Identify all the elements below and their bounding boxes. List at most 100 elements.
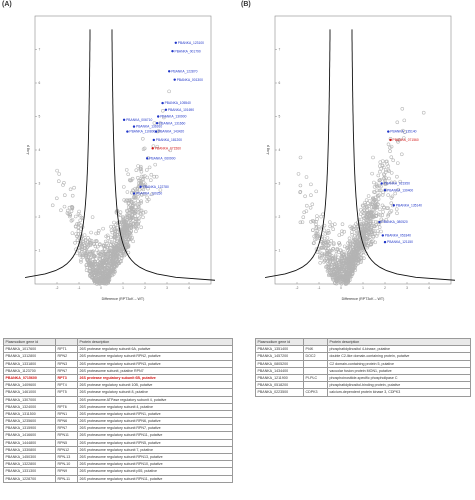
data-point	[331, 272, 335, 276]
table-row: PBANKA_1450300 RPN-13 26S proteasome regul…	[3, 452, 233, 462]
data-point	[372, 223, 376, 228]
data-point	[126, 201, 131, 206]
data-point	[367, 217, 372, 221]
data-point	[122, 221, 126, 225]
data-point	[133, 220, 137, 225]
gene-id-cell: PBANKA_0805200	[255, 359, 304, 368]
data-point	[354, 226, 359, 230]
description-cell: 26S proteasome regulatory subunit RPN5, …	[77, 438, 233, 447]
data-point	[353, 268, 358, 272]
gene-symbol-cell: RPT5	[55, 388, 78, 397]
x-tick-label: 3	[166, 286, 168, 290]
data-point	[379, 217, 384, 222]
data-point	[136, 195, 140, 199]
data-point	[355, 254, 360, 258]
data-point	[72, 185, 76, 190]
y-tick-label: 2	[279, 215, 281, 219]
data-point	[378, 207, 382, 212]
data-point	[371, 198, 376, 202]
phosphoinositide-table: Plasmodium gene id Protein description P…	[255, 337, 471, 397]
data-point	[131, 188, 135, 192]
gene-id-cell: PBANKA_1450300	[3, 452, 56, 462]
data-point	[114, 252, 119, 256]
data-point	[96, 231, 101, 235]
data-point	[350, 265, 354, 270]
data-point	[100, 266, 105, 270]
y-tick-label: 5	[279, 115, 281, 119]
data-point	[317, 225, 321, 229]
proteasome-table: Plasmodium gene id Protein description P…	[3, 337, 233, 483]
data-point	[91, 260, 96, 264]
gene-symbol-cell: RPT1	[55, 345, 78, 354]
data-point	[137, 187, 142, 192]
gene-symbol-cell: RPN5	[55, 438, 78, 447]
gene-id-cell: PBANKA_1351400	[255, 345, 304, 354]
data-point	[382, 206, 386, 210]
data-point	[98, 266, 102, 271]
data-point	[100, 280, 104, 284]
data-point	[87, 259, 92, 263]
description-cell: phosphatidylinositol 4-kinase, putative	[327, 345, 471, 354]
gene-id-cell: PBANKA_1123700	[3, 366, 56, 375]
data-point	[96, 270, 101, 275]
data-point	[403, 130, 407, 134]
data-point	[158, 188, 163, 192]
data-point	[379, 229, 383, 234]
data-point	[369, 207, 374, 212]
point-label: PBANKA_071560	[393, 138, 419, 142]
gene-id-cell: PBANKA_1211900	[255, 373, 304, 383]
data-point	[341, 277, 345, 281]
data-point	[98, 254, 102, 258]
data-point	[139, 199, 143, 203]
data-point	[310, 202, 315, 207]
data-point	[377, 225, 382, 229]
data-point	[139, 225, 143, 230]
data-point	[397, 138, 402, 142]
data-point	[325, 248, 330, 253]
data-point	[115, 221, 120, 225]
data-point	[337, 277, 341, 281]
data-point	[360, 251, 364, 255]
data-point	[380, 213, 385, 217]
table-row: PBANKA_1235600 RPN6 26S proteasome regulat…	[3, 417, 233, 426]
data-point	[346, 280, 350, 284]
gene-id-cell: PBANKA_0715600	[3, 373, 56, 383]
data-point	[125, 213, 130, 218]
data-point	[315, 233, 319, 237]
data-point	[378, 213, 382, 217]
data-point	[315, 217, 319, 221]
data-point	[62, 181, 66, 185]
data-point	[371, 239, 375, 244]
data-point	[88, 238, 92, 242]
gene-symbol-cell: RPT6	[55, 402, 78, 411]
data-point	[65, 211, 70, 215]
data-point	[100, 272, 105, 276]
data-point	[118, 213, 122, 217]
data-point	[374, 199, 379, 203]
data-point	[125, 226, 129, 230]
data-point	[158, 121, 163, 125]
description-cell: phosphoinositide-specific phospholipase …	[327, 373, 471, 383]
data-point	[356, 248, 360, 253]
highlight-point	[173, 78, 176, 81]
table-row: PBANKA_1457200 DOC2 double C2-like domain-…	[255, 352, 471, 361]
data-point	[114, 211, 119, 215]
gene-id-cell: PBANKA_1017600	[3, 345, 56, 354]
data-point	[402, 136, 406, 140]
data-point	[314, 189, 318, 194]
data-point	[368, 216, 372, 221]
data-point	[110, 249, 115, 253]
data-point	[326, 247, 330, 251]
data-point	[110, 266, 114, 270]
data-point	[110, 273, 114, 278]
data-point	[352, 240, 356, 244]
data-point	[372, 190, 376, 194]
y-tick-label: 2	[39, 215, 41, 219]
data-point	[81, 241, 85, 246]
highlight-point	[139, 185, 142, 189]
data-point	[327, 256, 331, 260]
data-point	[363, 224, 367, 228]
data-point	[119, 253, 123, 257]
data-point	[77, 209, 81, 214]
description-cell: 26S proteasome regulatory subunit 7, put…	[77, 445, 233, 455]
